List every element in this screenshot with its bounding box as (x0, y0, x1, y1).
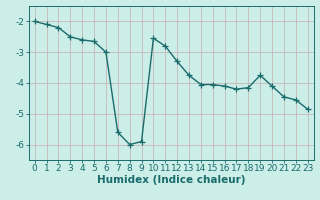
X-axis label: Humidex (Indice chaleur): Humidex (Indice chaleur) (97, 175, 245, 185)
